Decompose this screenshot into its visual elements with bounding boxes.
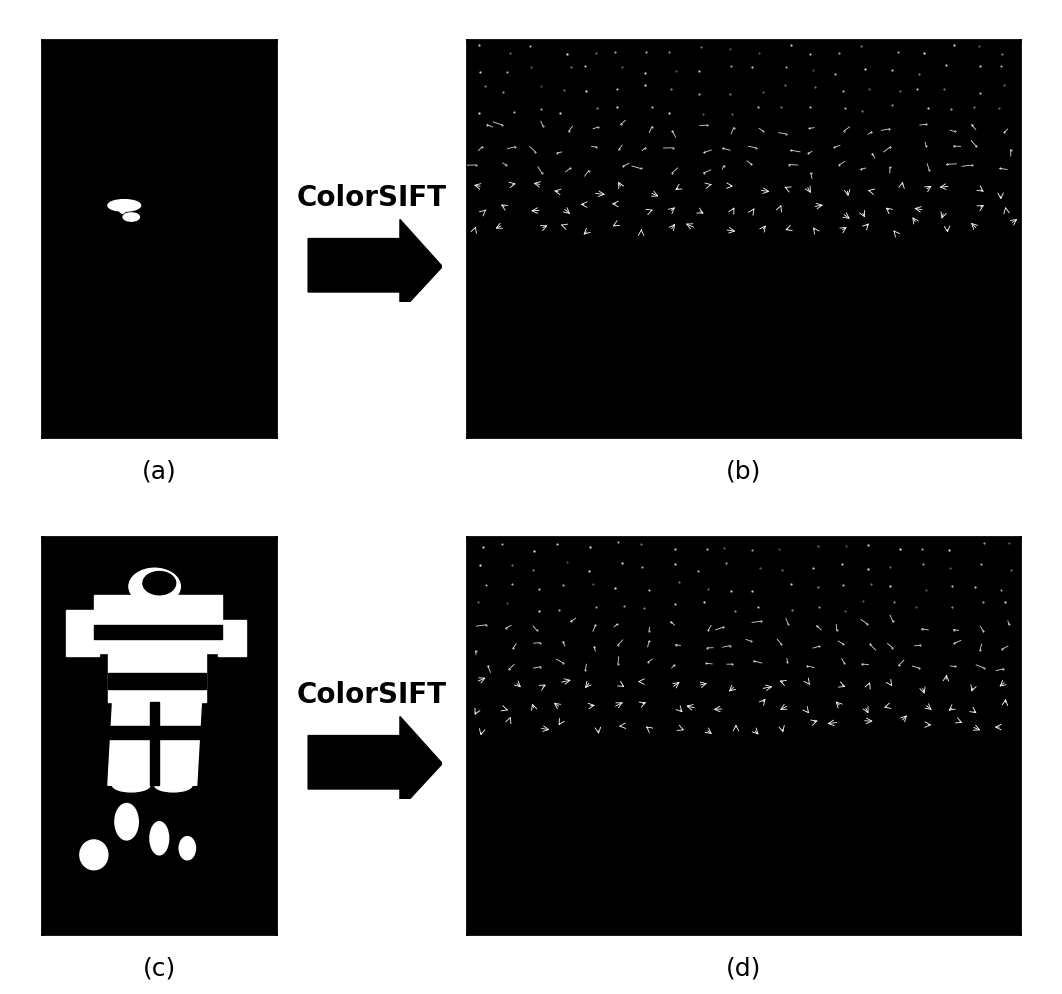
Polygon shape <box>308 717 442 809</box>
Bar <box>108 673 206 689</box>
Ellipse shape <box>129 569 181 604</box>
Text: (c): (c) <box>142 956 176 980</box>
Ellipse shape <box>108 200 140 211</box>
Polygon shape <box>308 220 442 312</box>
Bar <box>93 594 222 653</box>
Polygon shape <box>108 703 155 785</box>
Text: ColorSIFT: ColorSIFT <box>296 184 447 212</box>
Bar <box>108 649 206 703</box>
Text: (b): (b) <box>725 459 761 483</box>
Ellipse shape <box>150 822 169 855</box>
Bar <box>66 609 99 656</box>
Polygon shape <box>155 703 202 785</box>
Ellipse shape <box>115 803 138 840</box>
Point <box>114 203 131 219</box>
Ellipse shape <box>155 778 192 792</box>
Bar <box>93 624 222 639</box>
Ellipse shape <box>80 840 108 870</box>
Bar <box>218 619 245 656</box>
Text: (d): (d) <box>725 956 761 980</box>
Bar <box>108 726 206 739</box>
Ellipse shape <box>179 837 195 860</box>
Ellipse shape <box>113 778 150 792</box>
Text: (a): (a) <box>142 459 176 483</box>
Ellipse shape <box>123 213 139 221</box>
Ellipse shape <box>143 572 175 594</box>
Bar <box>150 703 159 785</box>
Text: ColorSIFT: ColorSIFT <box>296 681 447 709</box>
